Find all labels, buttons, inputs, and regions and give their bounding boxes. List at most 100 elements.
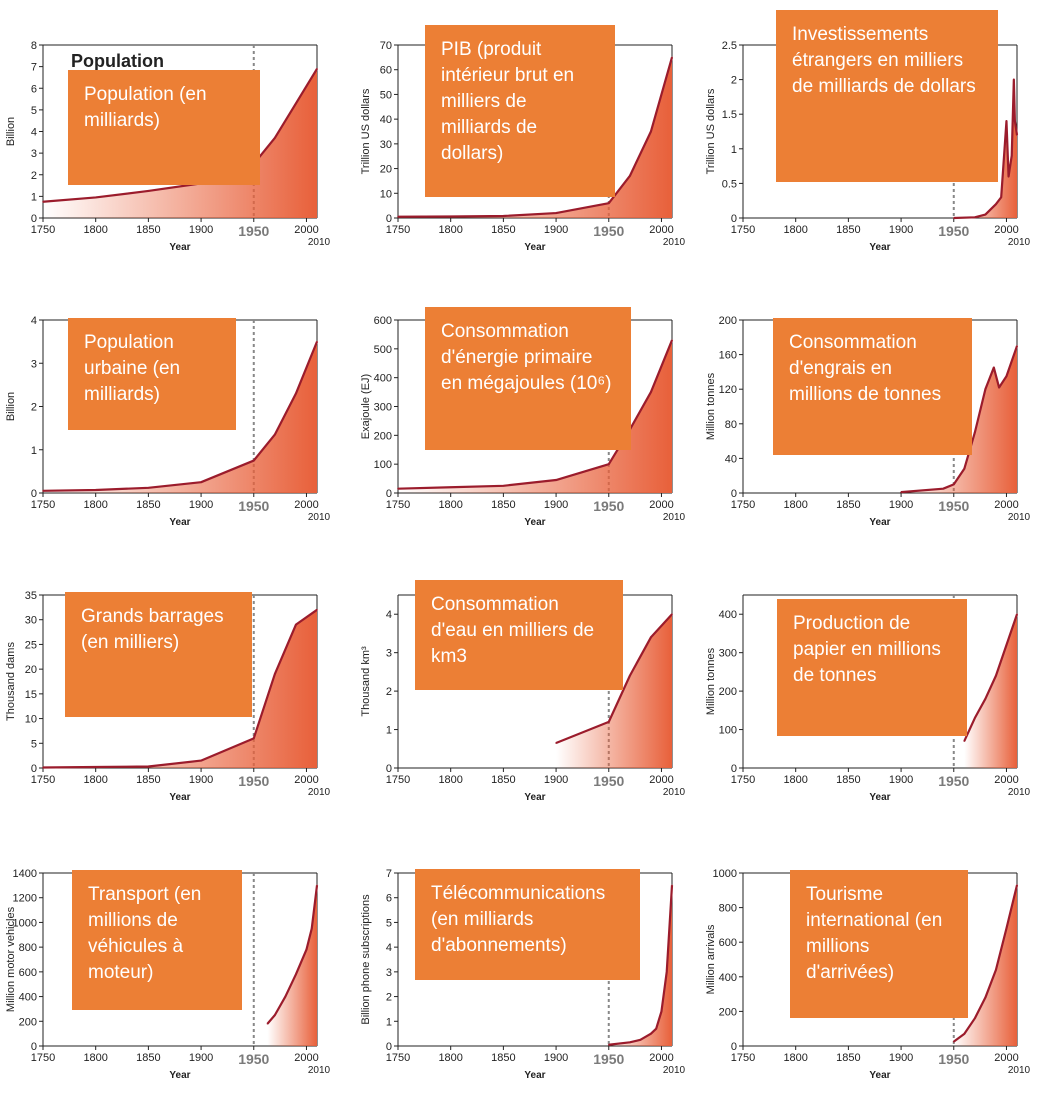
y-tick-label: 5 [386,917,392,929]
data-point [1016,884,1018,886]
data-point [974,717,976,719]
x-tick-label: 1850 [136,774,160,786]
x-axis-title: Year [169,517,190,528]
y-tick-label: 70 [380,40,392,52]
data-point [629,175,631,177]
y-tick-label: 3 [31,358,37,370]
y-tick-label: 5 [31,105,37,117]
y-axis-title: Trillion US dollars [360,88,372,174]
y-tick-label: 200 [719,686,737,698]
data-point [650,636,652,639]
chart-panel-foreign-investment: 0 0.5 1 1.5 2 2.5 1750 1800 1850 1900 1950 2000 2010… [700,10,1045,290]
x-tick-label: 1850 [836,774,860,786]
x-tick-label: 1800 [783,224,807,236]
x-tick-label: 2000 [649,224,673,236]
transport-chart: 0 200 400 600 800 1000 1200 1400 1750 1800 1850 190… [5,868,331,1081]
x-tick-label: 1900 [544,224,568,236]
data-point [252,737,255,740]
chart-panel-urban-population: 0 1 2 3 4 1750 1800 1850 1900 1950 2000 2010 Year Bil… [0,300,345,565]
x-tick-label: 2000 [294,499,318,511]
y-tick-label: 0 [386,1041,392,1053]
y-tick-label: 200 [719,1006,737,1018]
x-tick-label: 1900 [889,774,913,786]
y-tick-label: 1000 [13,917,37,929]
data-point [998,386,1000,389]
data-point [274,433,276,436]
data-point [1005,927,1008,930]
x-end-label: 2010 [308,1065,331,1076]
y-tick-label: 2 [731,75,737,87]
data-point [94,489,97,491]
x-axis-title: Year [169,1070,190,1081]
y-tick-label: 0 [31,213,37,225]
x-tick-label: 1800 [83,224,107,236]
y-tick-label: 0 [386,763,392,775]
data-point [650,130,652,133]
data-point [665,971,668,973]
x-end-label: 2010 [1008,237,1031,248]
series-line [42,341,319,492]
x-tick-label: 1900 [544,499,568,511]
data-point [252,459,255,462]
data-point [1007,175,1010,178]
y-tick-label: 2 [31,170,37,182]
data-point [147,765,150,768]
x-tick-label: 1750 [386,224,410,236]
x-tick-label: 1850 [491,1052,515,1064]
x-tick-label: 1750 [386,499,410,511]
x-tick-label: 1800 [83,499,107,511]
y-tick-label: 0.5 [722,178,737,190]
series-area [43,609,317,768]
x-tick-label: 1750 [31,224,55,236]
x-axis-title: Year [869,792,890,803]
x-tick-label: 1750 [386,774,410,786]
data-point [900,491,902,493]
overlay-paper: Production de papier en millions de tonn… [777,599,967,736]
overlay-water: Consommation d'eau en milliers de km3 [415,580,623,690]
chart-grid: 0 1 2 3 4 5 6 7 8 1750 1800 1850 1900 1950 2000 2010 Yea… [0,10,1045,1081]
x-tick-label: 1900 [189,774,213,786]
data-point [1005,375,1008,378]
x-tick-label: 1800 [783,774,807,786]
x-tick-label: 1900 [889,1052,913,1064]
overlay-energy: Consommation d'énergie primaire en mégaj… [425,307,631,450]
overlay-dams: Grands barrages (en milliers) [65,592,252,717]
x-tick-label: 1900 [189,499,213,511]
y-axis-title: Million tonnes [705,647,717,715]
data-point [397,215,399,218]
y-tick-label: 80 [725,419,737,431]
x-tick-label: 1950 [238,223,269,239]
overlay-foreign-investment: Investissements étrangers en milliers de… [776,10,998,182]
data-point [984,213,987,216]
data-point [995,969,997,971]
data-point [984,388,987,390]
x-tick-label: 1950 [238,1051,269,1067]
series-line [42,608,318,769]
data-point [316,609,318,611]
data-point [147,190,150,192]
data-point [274,673,276,675]
x-axis-title: Year [869,242,890,253]
data-point [995,203,997,205]
x-tick-label: 2000 [994,224,1018,236]
y-tick-label: 200 [374,430,392,442]
data-point [274,137,276,139]
series-area [43,341,317,493]
dams-chart: 0 5 10 15 20 25 30 35 1750 1800 1850 1900 1950 200020… [5,590,331,803]
data-point [639,1039,642,1041]
data-point [1013,78,1015,81]
data-point [952,1040,955,1043]
x-end-label: 2010 [663,1065,686,1076]
y-tick-label: 120 [719,384,737,396]
y-tick-label: 40 [725,453,737,465]
data-point [295,392,297,395]
y-tick-label: 300 [374,402,392,414]
y-tick-label: 400 [719,609,737,621]
x-axis-title: Year [169,792,190,803]
y-tick-label: 5 [31,738,37,750]
data-point [42,490,44,492]
series-area [267,885,317,1046]
x-tick-label: 1850 [836,224,860,236]
data-point [1016,134,1018,136]
data-point [42,200,44,203]
